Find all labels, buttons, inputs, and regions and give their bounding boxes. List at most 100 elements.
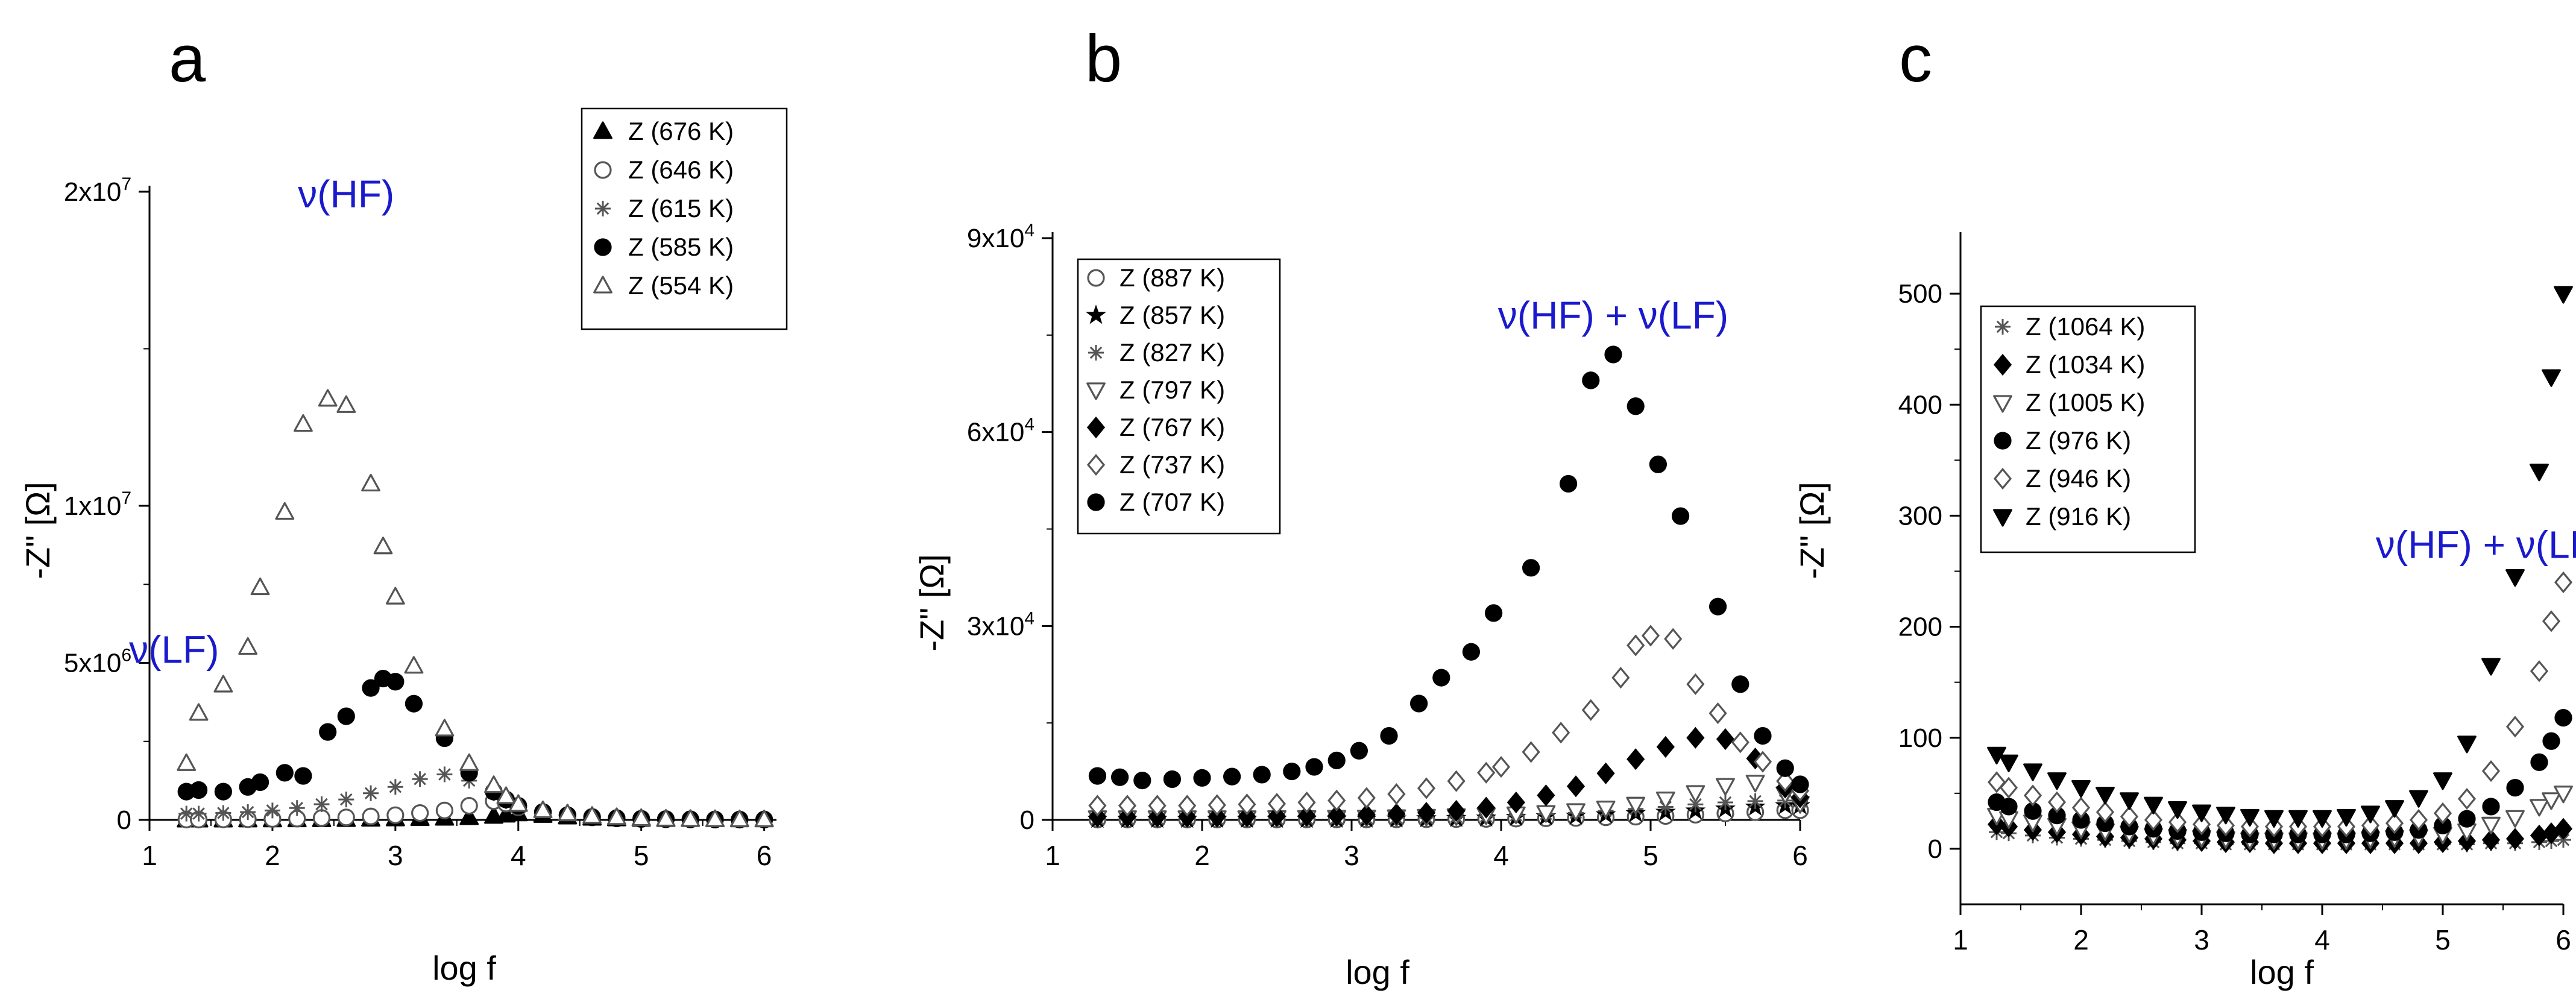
data-point-c-2-24 [2542, 792, 2561, 810]
data-point-a-3-9 [362, 679, 380, 697]
data-point-b-4-11 [1417, 802, 1436, 824]
data-point-c-5-6 [2120, 792, 2139, 810]
data-point-a-4-2-shape [213, 675, 233, 693]
data-point-c-5-23-shape [2530, 464, 2549, 482]
data-point-b-4-0 [1088, 805, 1107, 828]
data-point-c-4-22 [2505, 716, 2525, 738]
data-point-a-4-23-shape [656, 808, 676, 827]
data-point-b-4-14 [1507, 791, 1525, 814]
data-point-a-2-2 [215, 805, 231, 821]
data-point-c-1-25 [2554, 817, 2573, 840]
y-tick-label-base: 2x10 [64, 177, 121, 207]
legend-symbol-a-3-shape [594, 238, 612, 256]
legend-symbol-b-0-shape [1087, 269, 1105, 287]
data-point-b-6-25 [1754, 727, 1772, 745]
series-c-5 [1987, 286, 2573, 828]
data-point-a-3-8-shape [337, 707, 355, 725]
data-point-b-5-0 [1088, 795, 1107, 817]
data-point-c-4-25 [2554, 571, 2573, 594]
data-point-c-5-1 [1999, 754, 2018, 772]
legend-symbol-b-4 [1086, 416, 1106, 439]
data-point-c-3-23 [2530, 753, 2548, 771]
data-point-a-4-16-shape [496, 786, 516, 804]
data-point-b-6-11 [1380, 727, 1398, 745]
legend-label-b-1: Z (857 K) [1120, 301, 1225, 329]
data-point-c-4-5 [2096, 801, 2115, 824]
data-point-a-3-9-shape [362, 679, 380, 697]
data-point-b-6-26-shape [1776, 759, 1794, 777]
data-point-a-3-4 [251, 773, 269, 792]
data-point-b-5-21 [1664, 628, 1683, 650]
data-point-b-5-10 [1387, 783, 1406, 805]
series-b-6 [1088, 345, 1809, 793]
data-point-a-4-7-shape [318, 389, 338, 407]
panel-label-a: a [169, 22, 206, 96]
data-point-b-6-21 [1649, 455, 1667, 473]
y-tick-label-base: 1x10 [64, 491, 121, 521]
data-point-c-5-19-shape [2433, 772, 2452, 790]
data-point-b-5-4 [1208, 794, 1226, 816]
legend-symbol-c-5 [1993, 509, 2012, 527]
data-point-b-6-1-shape [1110, 768, 1129, 786]
data-point-b-4-21-shape [1716, 728, 1735, 751]
data-point-c-4-4 [2071, 796, 2091, 819]
legend-symbol-c-3-shape [1994, 432, 2012, 450]
x-tick-label-b-1: 2 [1194, 840, 1210, 871]
legend-symbol-a-3 [594, 238, 612, 256]
legend-label-c-0: Z (1064 K) [2026, 312, 2145, 341]
data-point-b-5-2-shape [1148, 795, 1167, 817]
data-point-b-6-5 [1223, 767, 1241, 786]
legend-symbol-b-5-shape [1086, 453, 1106, 476]
data-point-a-4-25-shape [705, 809, 725, 827]
series-a-4 [177, 389, 774, 828]
y-tick-label-exponent: 7 [121, 488, 131, 508]
data-point-c-4-1-shape [1999, 776, 2018, 799]
data-point-b-4-17 [1596, 762, 1615, 784]
data-point-b-4-8 [1327, 804, 1346, 827]
y-tick-label-base: 500 [1898, 279, 1942, 309]
data-point-a-2-11-stroke [438, 768, 451, 781]
legend-symbol-c-0-stroke [1996, 320, 2009, 333]
data-point-c-5-14 [2313, 810, 2332, 828]
data-point-a-4-2 [213, 675, 233, 693]
data-point-b-4-2 [1148, 805, 1167, 828]
data-point-a-1-10-shape [411, 804, 429, 822]
data-point-b-6-1 [1110, 768, 1129, 786]
data-point-b-3-21-shape [1716, 778, 1735, 796]
x-tick-label-b-0: 1 [1045, 840, 1060, 871]
data-point-c-4-16 [2361, 814, 2380, 837]
data-point-c-4-17-shape [2385, 812, 2404, 834]
data-point-c-5-9-shape [2192, 804, 2211, 822]
y-tick-label-a-2: 1x107 [64, 488, 131, 521]
data-point-c-5-6-shape [2120, 792, 2139, 810]
data-point-a-4-11 [385, 587, 405, 605]
x-tick-label-a-0: 1 [142, 840, 157, 871]
x-tick-label-a-2: 3 [388, 840, 403, 871]
data-point-a-3-11 [386, 673, 405, 691]
data-point-c-4-6-shape [2120, 805, 2139, 828]
data-point-a-4-9-shape [361, 473, 380, 492]
data-point-a-4-24 [681, 809, 701, 827]
data-point-a-4-3-shape [238, 637, 258, 655]
y-tick-label-base: 0 [117, 805, 131, 835]
data-point-c-3-25-shape [2554, 708, 2572, 727]
data-point-c-4-19 [2433, 802, 2452, 825]
legend-label-a-4: Z (554 K) [628, 271, 734, 300]
data-point-b-5-8 [1327, 789, 1346, 811]
data-point-b-6-17 [1560, 474, 1578, 493]
data-point-c-2-23 [2530, 799, 2549, 817]
data-point-a-4-10-shape [373, 537, 393, 555]
x-tick-label-a-5: 6 [757, 840, 772, 871]
data-point-a-2-7-stroke [340, 793, 353, 806]
data-point-a-1-11-shape [435, 801, 454, 819]
data-point-a-1-6-shape [312, 809, 331, 827]
legend-box-a [581, 107, 788, 330]
legend-symbol-b-6 [1087, 493, 1105, 511]
data-point-b-4-9-shape [1357, 804, 1376, 826]
data-point-a-2-10 [412, 771, 428, 787]
data-point-b-6-27-shape [1791, 775, 1809, 793]
data-point-b-4-14-shape [1507, 791, 1525, 814]
data-point-c-3-1 [2000, 798, 2018, 816]
data-point-a-4-11-shape [385, 587, 405, 605]
y-tick-label-c-1: 100 [1898, 723, 1942, 753]
